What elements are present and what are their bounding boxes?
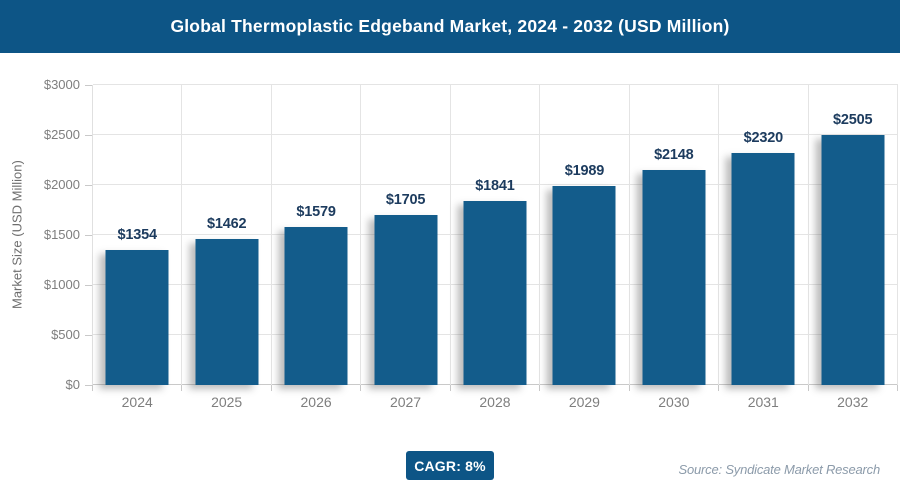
y-tick-label: $500	[51, 327, 80, 342]
bar-value-label: $2320	[743, 130, 784, 146]
category-column: $1579 2026	[272, 85, 362, 410]
x-tick-label: 2029	[568, 394, 600, 410]
y-tick-mark	[85, 335, 92, 336]
x-tick-mark	[92, 385, 93, 391]
cagr-label: CAGR: 8%	[414, 457, 486, 474]
bar-value-label: $2505	[833, 111, 873, 128]
bar-2032	[821, 134, 885, 385]
x-tick-label: 2025	[211, 394, 243, 410]
cagr-badge: CAGR: 8%	[406, 451, 494, 480]
x-tick-label: 2028	[479, 394, 511, 410]
bar-2024	[105, 249, 169, 385]
y-tick-label: $3000	[43, 77, 80, 92]
category-column: $2505 2032	[809, 85, 898, 410]
chart-title: Global Thermoplastic Edgeband Market, 20…	[170, 16, 730, 36]
x-tick-mark	[360, 385, 362, 391]
category-column: $1989 2029	[540, 85, 630, 410]
y-tick-label: $1500	[43, 227, 80, 242]
y-tick-mark	[85, 185, 92, 186]
y-tick-mark	[85, 135, 92, 136]
category-column: $1705 2027	[361, 85, 451, 410]
x-tick-mark	[539, 385, 541, 391]
bar-2031	[731, 153, 795, 385]
category-column: $1841 2028	[451, 85, 541, 410]
bar-value-label: $1462	[206, 215, 247, 232]
category-column: $1462 2025	[182, 85, 272, 410]
bar-value-label: $2148	[654, 147, 694, 164]
bar-value-label: $1841	[475, 177, 515, 194]
x-tick-mark	[449, 385, 451, 391]
x-tick-label: 2024	[121, 394, 153, 410]
bar-2028	[463, 200, 527, 385]
y-tick-label: $2000	[43, 177, 80, 192]
y-tick-mark	[85, 85, 92, 86]
bar-value-label: $1579	[296, 204, 336, 221]
y-tick-mark	[85, 235, 92, 236]
x-tick-mark	[896, 385, 898, 391]
x-tick-mark	[807, 385, 809, 391]
y-tick-mark	[85, 285, 92, 286]
x-tick-label: 2030	[658, 394, 690, 410]
x-tick-label: 2032	[837, 394, 869, 410]
bar-2027	[374, 214, 438, 385]
category-column: $2320 2031	[719, 85, 809, 410]
x-tick-mark	[718, 385, 720, 391]
x-tick-mark	[270, 385, 272, 391]
bar-2029	[552, 186, 616, 385]
y-tick-label: $1000	[43, 277, 80, 292]
y-tick-label: $0	[65, 377, 80, 392]
x-tick-mark	[628, 385, 630, 391]
source-text: Source: Syndicate Market Research	[678, 462, 881, 477]
bar-2026	[284, 227, 348, 385]
x-tick-label: 2027	[389, 394, 422, 410]
y-tick-mark	[85, 385, 92, 386]
x-tick-label: 2026	[300, 394, 332, 410]
bar-2030	[642, 170, 706, 385]
bar-2025	[195, 238, 259, 385]
chart-title-bar: Global Thermoplastic Edgeband Market, 20…	[0, 0, 900, 53]
bar-value-label: $1705	[385, 191, 426, 208]
x-tick-mark	[181, 385, 183, 391]
category-column: $1354 2024	[92, 85, 183, 410]
plot-area: $1354 2024 $1462 2025 $1579 2026 $1705 2027 $184…	[92, 84, 898, 410]
x-tick-label: 2031	[747, 394, 779, 410]
bar-value-label: $1354	[117, 226, 158, 243]
y-tick-label: $2500	[43, 127, 80, 142]
category-column: $2148 2030	[630, 85, 720, 410]
bar-value-label: $1989	[564, 163, 605, 180]
